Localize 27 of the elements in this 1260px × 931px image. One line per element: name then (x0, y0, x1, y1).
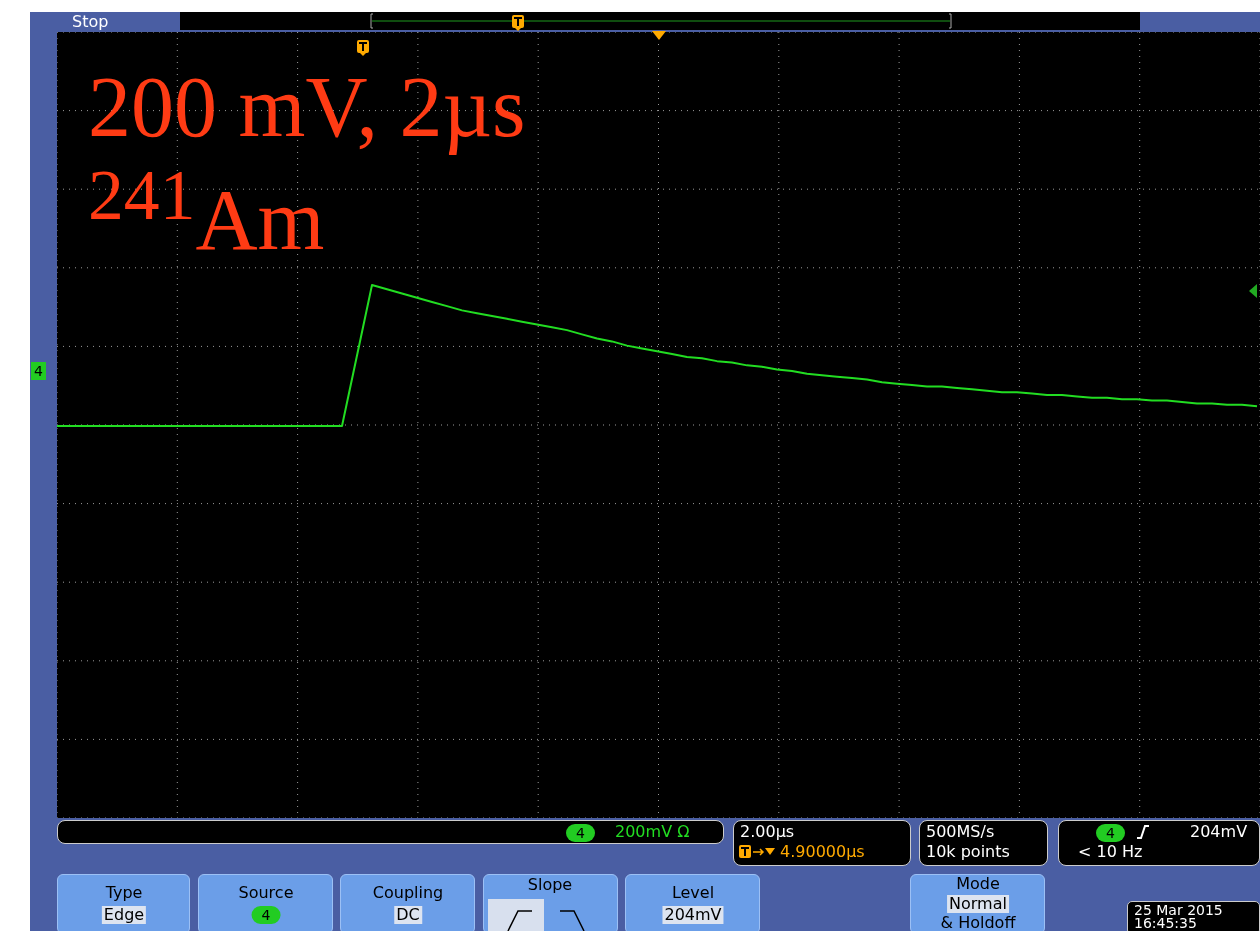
text: 4 (566, 824, 595, 842)
text: 25 Mar 2015 (1134, 902, 1223, 918)
text: & Holdoff (940, 913, 1016, 931)
text: 4.90000µs (780, 842, 865, 861)
text: Mode (956, 874, 1000, 893)
text: 204mV (1190, 822, 1248, 841)
text: $^{241}$Am (88, 155, 325, 268)
text: 16:45:35 (1134, 915, 1197, 931)
text: Coupling (372, 883, 444, 902)
text: 2.00µs (740, 822, 795, 841)
text: DC (394, 905, 422, 924)
text: Normal (947, 894, 1009, 913)
text: 204mV (662, 905, 724, 924)
text: Slope (527, 875, 573, 894)
text: Edge (101, 905, 147, 924)
text: 500MS/s (926, 822, 995, 841)
text: Type (105, 883, 143, 902)
text: Source (238, 883, 294, 902)
text: 4 (1096, 824, 1125, 842)
text: < 10 Hz (1078, 842, 1143, 861)
text: 200 mV, 2µs (88, 59, 526, 155)
text: 10k points (926, 842, 1010, 861)
text: 4 (251, 906, 281, 924)
text: 4 (31, 362, 46, 380)
text: Stop (72, 12, 109, 31)
text: 200mV Ω (615, 822, 690, 841)
text: Level (671, 883, 715, 902)
